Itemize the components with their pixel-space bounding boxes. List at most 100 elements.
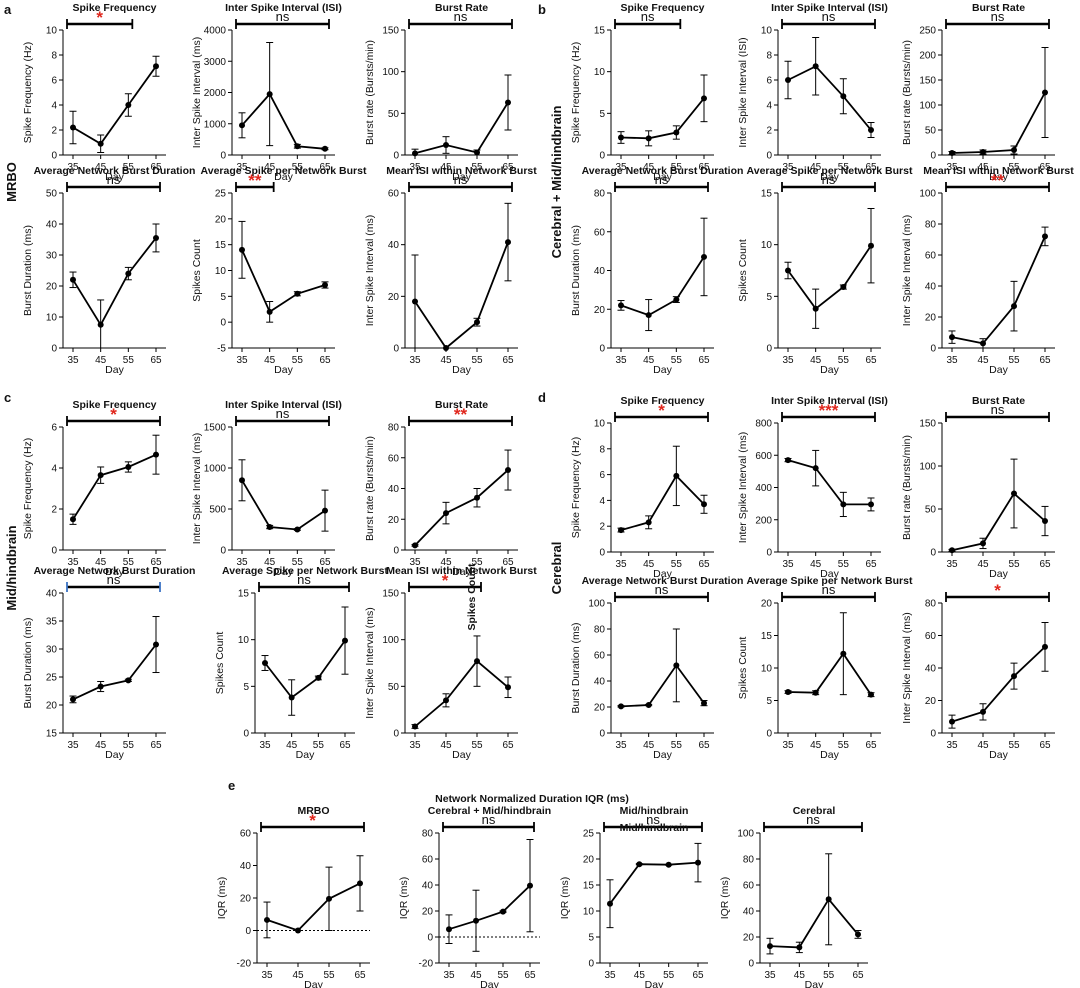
chart-title: Average Spike per Network Burst — [747, 575, 913, 587]
data-point — [825, 896, 832, 903]
chart-title: Spike Frequency — [620, 395, 704, 407]
x-tick-label: 35 — [782, 355, 794, 366]
x-tick-label: 55 — [838, 355, 850, 366]
x-tick-label: 55 — [1008, 559, 1020, 570]
data-point — [97, 472, 104, 479]
y-tick-label: 40 — [46, 220, 58, 231]
x-axis-label: Day — [274, 171, 293, 183]
chart-b-8: Inter Spike Interval (ISI) 0 2 4 6 8 10 35 45 55 6… — [737, 2, 888, 183]
data-point — [474, 149, 480, 156]
x-axis-label: Day — [105, 171, 124, 183]
y-tick-label: 60 — [594, 227, 606, 238]
series-line — [72, 453, 157, 520]
chart-d-22: Average Network Burst Duration 0 20 40 60 80 1… — [570, 575, 743, 761]
y-tick-label: 20 — [388, 292, 400, 303]
y-axis-label: Inter Spike Interval (ms) — [191, 37, 203, 148]
y-tick-label: 4 — [766, 101, 772, 112]
chart-c-15: Burst Rate 0 20 40 60 80 35 45 55 65 Day Burst rate… — [364, 399, 518, 578]
series-line — [787, 459, 871, 506]
y-tick-label: 20 — [46, 701, 58, 712]
x-tick-label: 55 — [663, 970, 675, 981]
y-tick-label: 8 — [599, 444, 605, 455]
y-tick-label: 15 — [238, 589, 250, 600]
data-point — [812, 689, 819, 696]
x-tick-label: 35 — [261, 970, 273, 981]
data-point — [294, 143, 301, 150]
y-tick-label: 20 — [422, 907, 434, 918]
x-tick-label: 35 — [259, 740, 271, 751]
y-tick-label: 5 — [588, 933, 594, 944]
chart-title: Mean ISI within Network Burst — [386, 565, 537, 577]
data-point — [607, 900, 613, 907]
data-point — [980, 540, 986, 547]
x-axis-label: Day — [820, 749, 839, 761]
y-axis-label: Inter Spike Interval (ms) — [901, 215, 913, 326]
y-tick-label: 60 — [925, 251, 937, 262]
chart-title: Inter Spike Interval (ISI) — [225, 399, 342, 411]
y-tick-label: 4000 — [204, 26, 227, 37]
series-line — [414, 469, 509, 547]
x-tick-label: 45 — [470, 970, 482, 981]
x-axis-label: Day — [296, 749, 315, 761]
x-tick-label: 45 — [95, 557, 107, 568]
x-axis-label: Day — [805, 979, 824, 988]
y-tick-label: 0 — [51, 546, 57, 557]
y-axis-label: IQR (ms) — [398, 877, 410, 920]
significance-label: * — [110, 405, 117, 424]
data-point — [949, 334, 955, 341]
x-tick-label: 55 — [471, 740, 483, 751]
chart-title: Spike Frequency — [72, 2, 156, 14]
significance-label: ns — [655, 582, 669, 597]
x-tick-label: 55 — [123, 162, 135, 173]
y-tick-label: 40 — [743, 907, 755, 918]
data-point — [239, 477, 245, 484]
chart-title: Mean ISI within Network Burst — [923, 165, 1074, 177]
x-tick-label: 45 — [440, 162, 452, 173]
y-tick-label: 0 — [588, 959, 594, 970]
data-point — [443, 510, 449, 517]
data-point — [474, 658, 480, 665]
series-line — [241, 249, 326, 314]
x-tick-label: 55 — [838, 162, 850, 173]
panel-label-c: c — [4, 390, 11, 405]
data-point — [645, 312, 652, 319]
series-line — [620, 663, 705, 708]
data-point — [262, 660, 268, 666]
chart-c-18: Mean ISI within Network Burst 0 50 100 150 35… — [364, 563, 537, 761]
y-tick-label: 0 — [930, 151, 936, 162]
data-point — [288, 694, 295, 701]
series-line — [620, 474, 705, 531]
significance-label: ns — [991, 9, 1005, 24]
x-axis-label: Day — [452, 364, 471, 376]
y-tick-label: -20 — [419, 959, 434, 970]
data-point — [701, 501, 707, 508]
series-line — [951, 492, 1046, 552]
x-axis-label: Day — [452, 566, 471, 578]
y-tick-label: 25 — [215, 189, 227, 200]
y-tick-label: 10 — [46, 313, 58, 324]
x-axis-label: Day — [989, 568, 1008, 580]
chart-title: Cerebral + Mid/hindbrain — [428, 805, 551, 817]
chart-d-19: Spike Frequency 0 2 4 6 8 10 35 45 55 65 Day Spike F… — [570, 395, 714, 580]
x-tick-label: 65 — [698, 162, 710, 173]
x-tick-label: 65 — [502, 557, 514, 568]
y-tick-label: 15 — [46, 729, 58, 740]
series-line — [414, 659, 509, 728]
y-tick-label: 20 — [388, 515, 400, 526]
data-point — [125, 677, 132, 684]
significance-label: * — [442, 571, 449, 590]
y-axis-label: IQR (ms) — [216, 877, 228, 920]
x-tick-label: 65 — [502, 162, 514, 173]
x-tick-label: 35 — [443, 970, 455, 981]
y-tick-label: 60 — [240, 829, 252, 840]
x-tick-label: 45 — [292, 970, 304, 981]
y-tick-label: 2000 — [204, 88, 227, 99]
y-axis-label: Burst rate (Bursts/min) — [901, 40, 913, 145]
y-axis-label: IQR (ms) — [719, 877, 731, 920]
series-line — [264, 640, 346, 699]
x-tick-label: 65 — [150, 355, 162, 366]
y-tick-label: 20 — [925, 696, 937, 707]
x-axis-label: Day — [105, 566, 124, 578]
x-tick-label: 55 — [1008, 355, 1020, 366]
y-axis-label: Inter Spike Interval (ms) — [364, 215, 376, 326]
